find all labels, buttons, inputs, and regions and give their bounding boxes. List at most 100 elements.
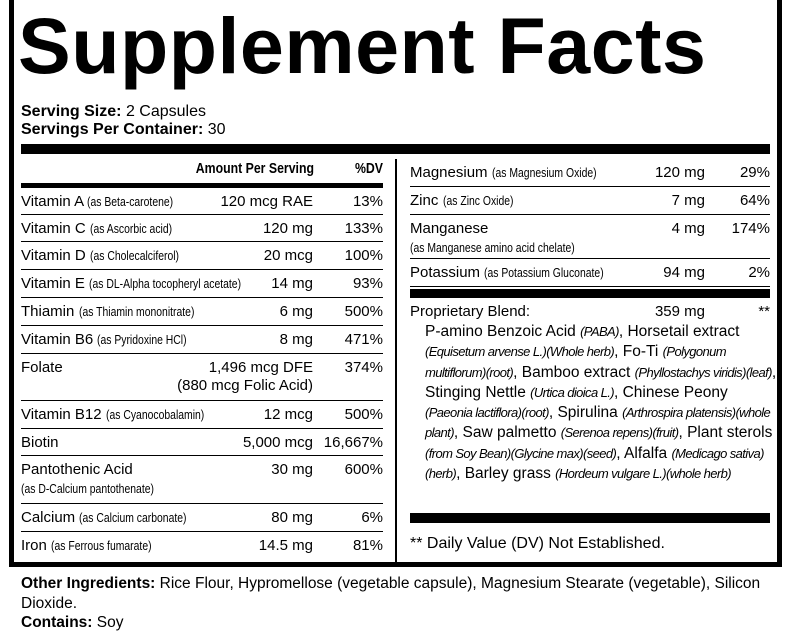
nutrient-name-text: Vitamin C bbox=[21, 220, 86, 237]
nutrient-row: Vitamin D (as Cholecalciferol) 20 mcg 100% bbox=[21, 242, 383, 270]
nutrient-name: Potassium (as Potassium Gluconate) bbox=[410, 264, 604, 282]
nutrient-name: Thiamin (as Thiamin mononitrate) bbox=[21, 303, 194, 321]
nutrient-amount-value: 1,496 mcg DFE bbox=[208, 359, 313, 376]
blend-ingredient-detail: (from Soy Bean)(Glycine max)(seed) bbox=[425, 445, 617, 461]
servings-per-container-value: 30 bbox=[207, 121, 226, 138]
nutrient-row: Folate 1,496 mcg DFE (880 mcg Folic Acid) 3… bbox=[21, 354, 383, 401]
nutrient-name: Zinc (as Zinc Oxide) bbox=[410, 192, 513, 210]
nutrient-dv: 16,667% bbox=[323, 434, 383, 451]
nutrient-source: (as D-Calcium pantothenate) bbox=[21, 481, 154, 496]
nutrient-dv: 100% bbox=[344, 247, 383, 264]
nutrient-dv: 471% bbox=[344, 331, 383, 348]
servings-per-container: Servings Per Container: 30 bbox=[21, 121, 226, 139]
nutrient-dv: 600% bbox=[344, 461, 383, 478]
other-ingredients-label: Other Ingredients: bbox=[21, 575, 156, 592]
nutrient-amount: 7 mg bbox=[672, 192, 705, 210]
nutrient-amount-value: 14.5 mg bbox=[258, 537, 313, 554]
nutrient-amount: 94 mg bbox=[663, 264, 705, 282]
nutrient-amount-value: 14 mg bbox=[271, 275, 313, 292]
nutrient-dv: 64% bbox=[739, 192, 770, 209]
blend-ingredient: , Saw palmetto bbox=[453, 424, 561, 442]
nutrient-amount-value: 12 mcg bbox=[263, 406, 313, 423]
nutrient-amount-value: 4 mg bbox=[671, 220, 705, 237]
nutrient-amount: 80 mg bbox=[271, 509, 313, 527]
nutrient-amount-value: 6 mg bbox=[279, 303, 313, 320]
header-divider-bar bbox=[21, 183, 383, 188]
proprietary-blend-amount: 359 mg bbox=[654, 303, 705, 320]
other-ingredients: Other Ingredients: Rice Flour, Hypromell… bbox=[21, 574, 781, 633]
nutrient-name: Vitamin D (as Cholecalciferol) bbox=[21, 247, 179, 265]
nutrient-amount: 120 mg bbox=[263, 220, 313, 238]
blend-ingredient-detail: (Arthrospira platensis)(whole plant) bbox=[425, 405, 771, 441]
nutrient-name-text: Vitamin B12 bbox=[21, 406, 102, 423]
nutrient-amount-value: 80 mg bbox=[271, 509, 313, 526]
nutrient-amount-value: 94 mg bbox=[663, 264, 705, 281]
nutrient-name: Vitamin B6 (as Pyridoxine HCl) bbox=[21, 331, 187, 349]
nutrient-amount: 5,000 mcg bbox=[243, 434, 313, 452]
nutrient-amount: 120 mcg RAE bbox=[220, 193, 313, 211]
nutrient-name-text: Vitamin A bbox=[21, 193, 84, 210]
nutrient-name: Vitamin A (as Beta-carotene) bbox=[21, 193, 174, 211]
blend-ingredient-detail: (Polygonum multiflorum)(root) bbox=[425, 344, 727, 380]
nutrient-amount-value: 5,000 mcg bbox=[242, 434, 313, 451]
nutrient-source: (as Cholecalciferol) bbox=[89, 248, 179, 263]
nutrient-row: Vitamin A (as Beta-carotene) 120 mcg RAE 1… bbox=[21, 188, 383, 215]
nutrient-row: Manganese (as Manganese amino acid chela… bbox=[410, 215, 770, 259]
blend-ingredient: , Fo-Ti bbox=[614, 343, 663, 361]
contains-label: Contains: bbox=[21, 614, 93, 631]
blend-ingredient-detail: (Serenoa repens)(fruit) bbox=[560, 425, 679, 441]
nutrient-dv: 374% bbox=[344, 359, 383, 376]
nutrient-name-text: Pantothenic Acid bbox=[21, 461, 133, 478]
nutrient-name-text: Thiamin bbox=[21, 303, 75, 320]
nutrient-amount: 8 mg bbox=[280, 331, 313, 349]
nutrient-amount-value: 30 mg bbox=[271, 461, 313, 478]
other-ingredients-value: Rice Flour, Hypromellose (vegetable caps… bbox=[21, 575, 761, 612]
column-divider bbox=[395, 159, 397, 562]
proprietary-blend-dv: ** bbox=[758, 303, 770, 320]
nutrient-source: (as Zinc Oxide) bbox=[442, 193, 514, 208]
nutrient-row: Iron (as Ferrous fumarate) 14.5 mg 81% bbox=[21, 532, 383, 559]
proprietary-blend-row: Proprietary Blend: 359 mg ** bbox=[410, 298, 770, 322]
nutrient-row: Vitamin B12 (as Cyanocobalamin) 12 mcg 500… bbox=[21, 401, 383, 429]
nutrient-name-text: Folate bbox=[21, 359, 63, 376]
serving-size: Serving Size: 2 Capsules bbox=[21, 103, 206, 121]
blend-ingredient-detail: (Equisetum arvense L.)(Whole herb) bbox=[425, 344, 615, 360]
nutrient-name-text: Biotin bbox=[21, 434, 59, 451]
bottom-divider-bar bbox=[410, 513, 770, 523]
nutrient-row: Vitamin B6 (as Pyridoxine HCl) 8 mg 471% bbox=[21, 326, 383, 354]
nutrient-name-text: Vitamin D bbox=[21, 247, 86, 264]
blend-ingredient: , Spirulina bbox=[548, 404, 623, 422]
nutrient-amount: 14.5 mg bbox=[259, 537, 313, 555]
blend-ingredient: P-amino Benzoic Acid bbox=[425, 323, 581, 340]
nutrient-name: Calcium (as Calcium carbonate) bbox=[21, 509, 187, 527]
nutrient-row: Calcium (as Calcium carbonate) 80 mg 6% bbox=[21, 504, 383, 532]
nutrient-dv: 93% bbox=[352, 275, 383, 292]
nutrient-name: Vitamin C (as Ascorbic acid) bbox=[21, 220, 172, 238]
blend-ingredient: , Plant sterols bbox=[678, 424, 773, 442]
nutrient-source: (as Manganese amino acid chelate) bbox=[410, 240, 575, 255]
nutrient-name: Folate bbox=[21, 359, 63, 377]
nutrient-amount: 6 mg bbox=[280, 303, 313, 321]
nutrient-row: Potassium (as Potassium Gluconate) 94 mg 2… bbox=[410, 259, 770, 287]
nutrient-name-text: Iron bbox=[21, 537, 47, 554]
nutrient-name: Manganese (as Manganese amino acid chela… bbox=[410, 220, 576, 257]
nutrient-source: (as Pyridoxine HCl) bbox=[97, 332, 188, 347]
nutrient-name: Iron (as Ferrous fumarate) bbox=[21, 537, 152, 555]
contains-value: Soy bbox=[92, 614, 124, 631]
proprietary-blend-name: Proprietary Blend: bbox=[410, 303, 531, 320]
top-divider-bar bbox=[21, 144, 770, 154]
nutrient-name-text: Zinc bbox=[410, 192, 439, 209]
nutrient-name-text: Vitamin E bbox=[21, 275, 85, 292]
page-title: Supplement Facts bbox=[18, 1, 707, 90]
proprietary-blend-ingredients: P-amino Benzoic Acid (PABA), Horsetail e… bbox=[425, 322, 777, 484]
nutrient-dv: 500% bbox=[344, 406, 383, 423]
blend-ingredient: , Horsetail extract bbox=[618, 323, 740, 340]
label-frame bbox=[9, 0, 782, 567]
nutrient-row: Magnesium (as Magnesium Oxide) 120 mg 29% bbox=[410, 159, 770, 187]
blend-ingredient-detail: (Urtica dioica L.) bbox=[530, 384, 614, 400]
blend-ingredient: , Stinging Nettle bbox=[425, 363, 777, 401]
serving-size-value: 2 Capsules bbox=[125, 103, 206, 120]
nutrient-source: (as Thiamin mononitrate) bbox=[78, 304, 194, 319]
blend-ingredient: , Bamboo extract bbox=[513, 363, 635, 381]
nutrient-amount: 120 mg bbox=[655, 164, 705, 182]
